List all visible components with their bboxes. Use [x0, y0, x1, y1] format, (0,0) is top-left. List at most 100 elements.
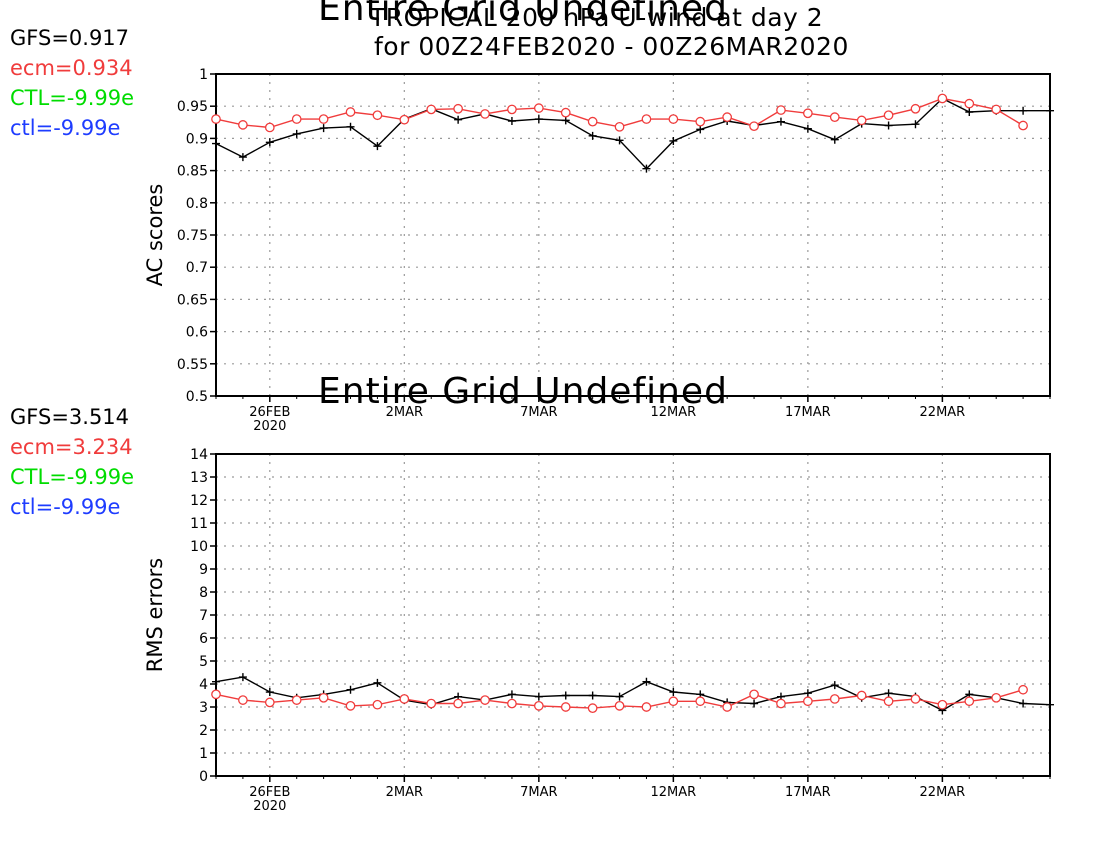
x-tick-label: 12MAR — [651, 785, 697, 800]
data-point-ecm — [856, 690, 867, 701]
data-point-GFS — [642, 677, 651, 686]
data-point-GFS — [1019, 106, 1028, 115]
overlay-text-bottom: Entire Grid Undefined — [318, 371, 728, 412]
data-point-GFS — [669, 136, 678, 145]
data-point-GFS — [911, 120, 920, 129]
plot-frame — [215, 73, 1051, 397]
data-point-ecm — [587, 703, 598, 714]
data-point-ecm — [614, 121, 625, 132]
data-point-ecm — [749, 689, 759, 700]
data-point-GFS — [507, 117, 516, 126]
data-point-GFS — [588, 131, 597, 140]
data-point-ecm — [856, 115, 867, 126]
data-point-ecm — [829, 112, 840, 122]
chart-title-line2: for 00Z24FEB2020 - 00Z26MAR2020 — [374, 32, 849, 61]
data-point-ecm — [695, 116, 706, 127]
y-tick-label: 6 — [199, 631, 208, 647]
data-point-GFS — [615, 692, 624, 701]
data-point-ecm — [937, 699, 948, 710]
data-point-ecm — [883, 696, 894, 707]
data-point-ecm — [507, 104, 517, 115]
data-point-ecm — [372, 110, 383, 121]
plot-frame — [215, 453, 1051, 777]
data-point-ecm — [426, 104, 437, 115]
data-point-GFS — [346, 685, 355, 694]
data-point-GFS — [319, 124, 328, 133]
x-tick-label: 22MAR — [920, 785, 966, 800]
data-point-ecm — [749, 121, 759, 132]
stat-bottom-3: ctl=-9.99e — [10, 495, 121, 519]
x-tick-label: 26FEB — [249, 785, 290, 800]
y-tick-label: 5 — [199, 654, 208, 670]
data-point-ecm — [264, 697, 275, 708]
y-tick-label: 0.5 — [186, 389, 208, 405]
data-point-GFS — [373, 142, 382, 151]
data-point-ecm — [991, 692, 1002, 703]
data-point-ecm — [829, 694, 840, 704]
data-point-ecm — [211, 689, 221, 700]
data-point-GFS — [534, 115, 543, 124]
data-point-GFS — [1046, 106, 1054, 115]
y-tick-label: 0 — [199, 769, 208, 785]
y-tick-label: 12 — [190, 493, 208, 509]
data-point-GFS — [534, 692, 543, 701]
x-tick-label: 17MAR — [785, 405, 831, 420]
y-tick-label: 4 — [199, 677, 208, 693]
data-point-ecm — [803, 108, 813, 119]
y-tick-label: 0.8 — [186, 196, 208, 212]
data-point-GFS — [884, 121, 893, 130]
overlay-text-top: Entire Grid Undefined — [318, 0, 728, 29]
stat-bottom-2: CTL=-9.99e — [10, 465, 135, 489]
data-point-GFS — [830, 681, 839, 690]
data-point-ecm — [641, 702, 652, 712]
data-point-ecm — [238, 120, 248, 130]
y-tick-label: 0.65 — [177, 292, 208, 308]
x-tick-label: 26FEB — [249, 405, 290, 420]
data-point-GFS — [373, 678, 382, 687]
data-point-ecm — [345, 107, 356, 117]
data-point-GFS — [776, 117, 785, 126]
data-point-GFS — [750, 699, 759, 708]
data-point-ecm — [803, 696, 813, 707]
data-point-ecm — [560, 107, 571, 118]
data-point-GFS — [454, 115, 463, 124]
data-point-GFS — [346, 122, 355, 131]
data-point-ecm — [668, 114, 679, 124]
stat-top-1: ecm=0.934 — [10, 56, 133, 80]
y-tick-label: 1 — [199, 67, 208, 83]
data-point-ecm — [964, 696, 975, 707]
y-tick-label: 11 — [190, 516, 208, 532]
data-point-ecm — [291, 695, 302, 705]
data-point-GFS — [588, 691, 597, 700]
data-point-GFS — [212, 139, 220, 148]
data-point-GFS — [238, 673, 247, 682]
series-line-GFS — [215, 97, 1050, 170]
y-axis-label: AC scores — [143, 184, 167, 287]
data-point-ecm — [722, 702, 733, 712]
data-point-ecm — [668, 696, 679, 707]
y-tick-label: 0.9 — [186, 131, 208, 147]
data-point-ecm — [533, 700, 544, 711]
data-point-ecm — [399, 114, 410, 125]
data-point-ecm — [641, 114, 652, 124]
x-tick-label: 22MAR — [920, 405, 966, 420]
stat-bottom-1: ecm=3.234 — [10, 435, 133, 459]
x-tick-label: 2MAR — [386, 785, 423, 800]
y-tick-label: 7 — [199, 608, 208, 624]
data-point-GFS — [642, 164, 651, 173]
y-tick-label: 0.75 — [177, 228, 208, 244]
data-point-GFS — [884, 689, 893, 698]
data-point-ecm — [937, 93, 948, 104]
series-line-GFS — [215, 676, 1051, 712]
y-tick-label: 13 — [190, 470, 208, 486]
data-point-GFS — [1019, 699, 1028, 708]
y-tick-label: 0.55 — [177, 357, 208, 373]
data-point-ecm — [695, 696, 706, 707]
data-point-ecm — [587, 116, 598, 127]
y-tick-label: 2 — [199, 723, 208, 739]
data-point-ecm — [480, 109, 490, 119]
data-point-ecm — [964, 98, 975, 109]
data-point-ecm — [1018, 120, 1028, 131]
data-point-ecm — [318, 692, 329, 703]
data-point-ecm — [883, 110, 894, 121]
